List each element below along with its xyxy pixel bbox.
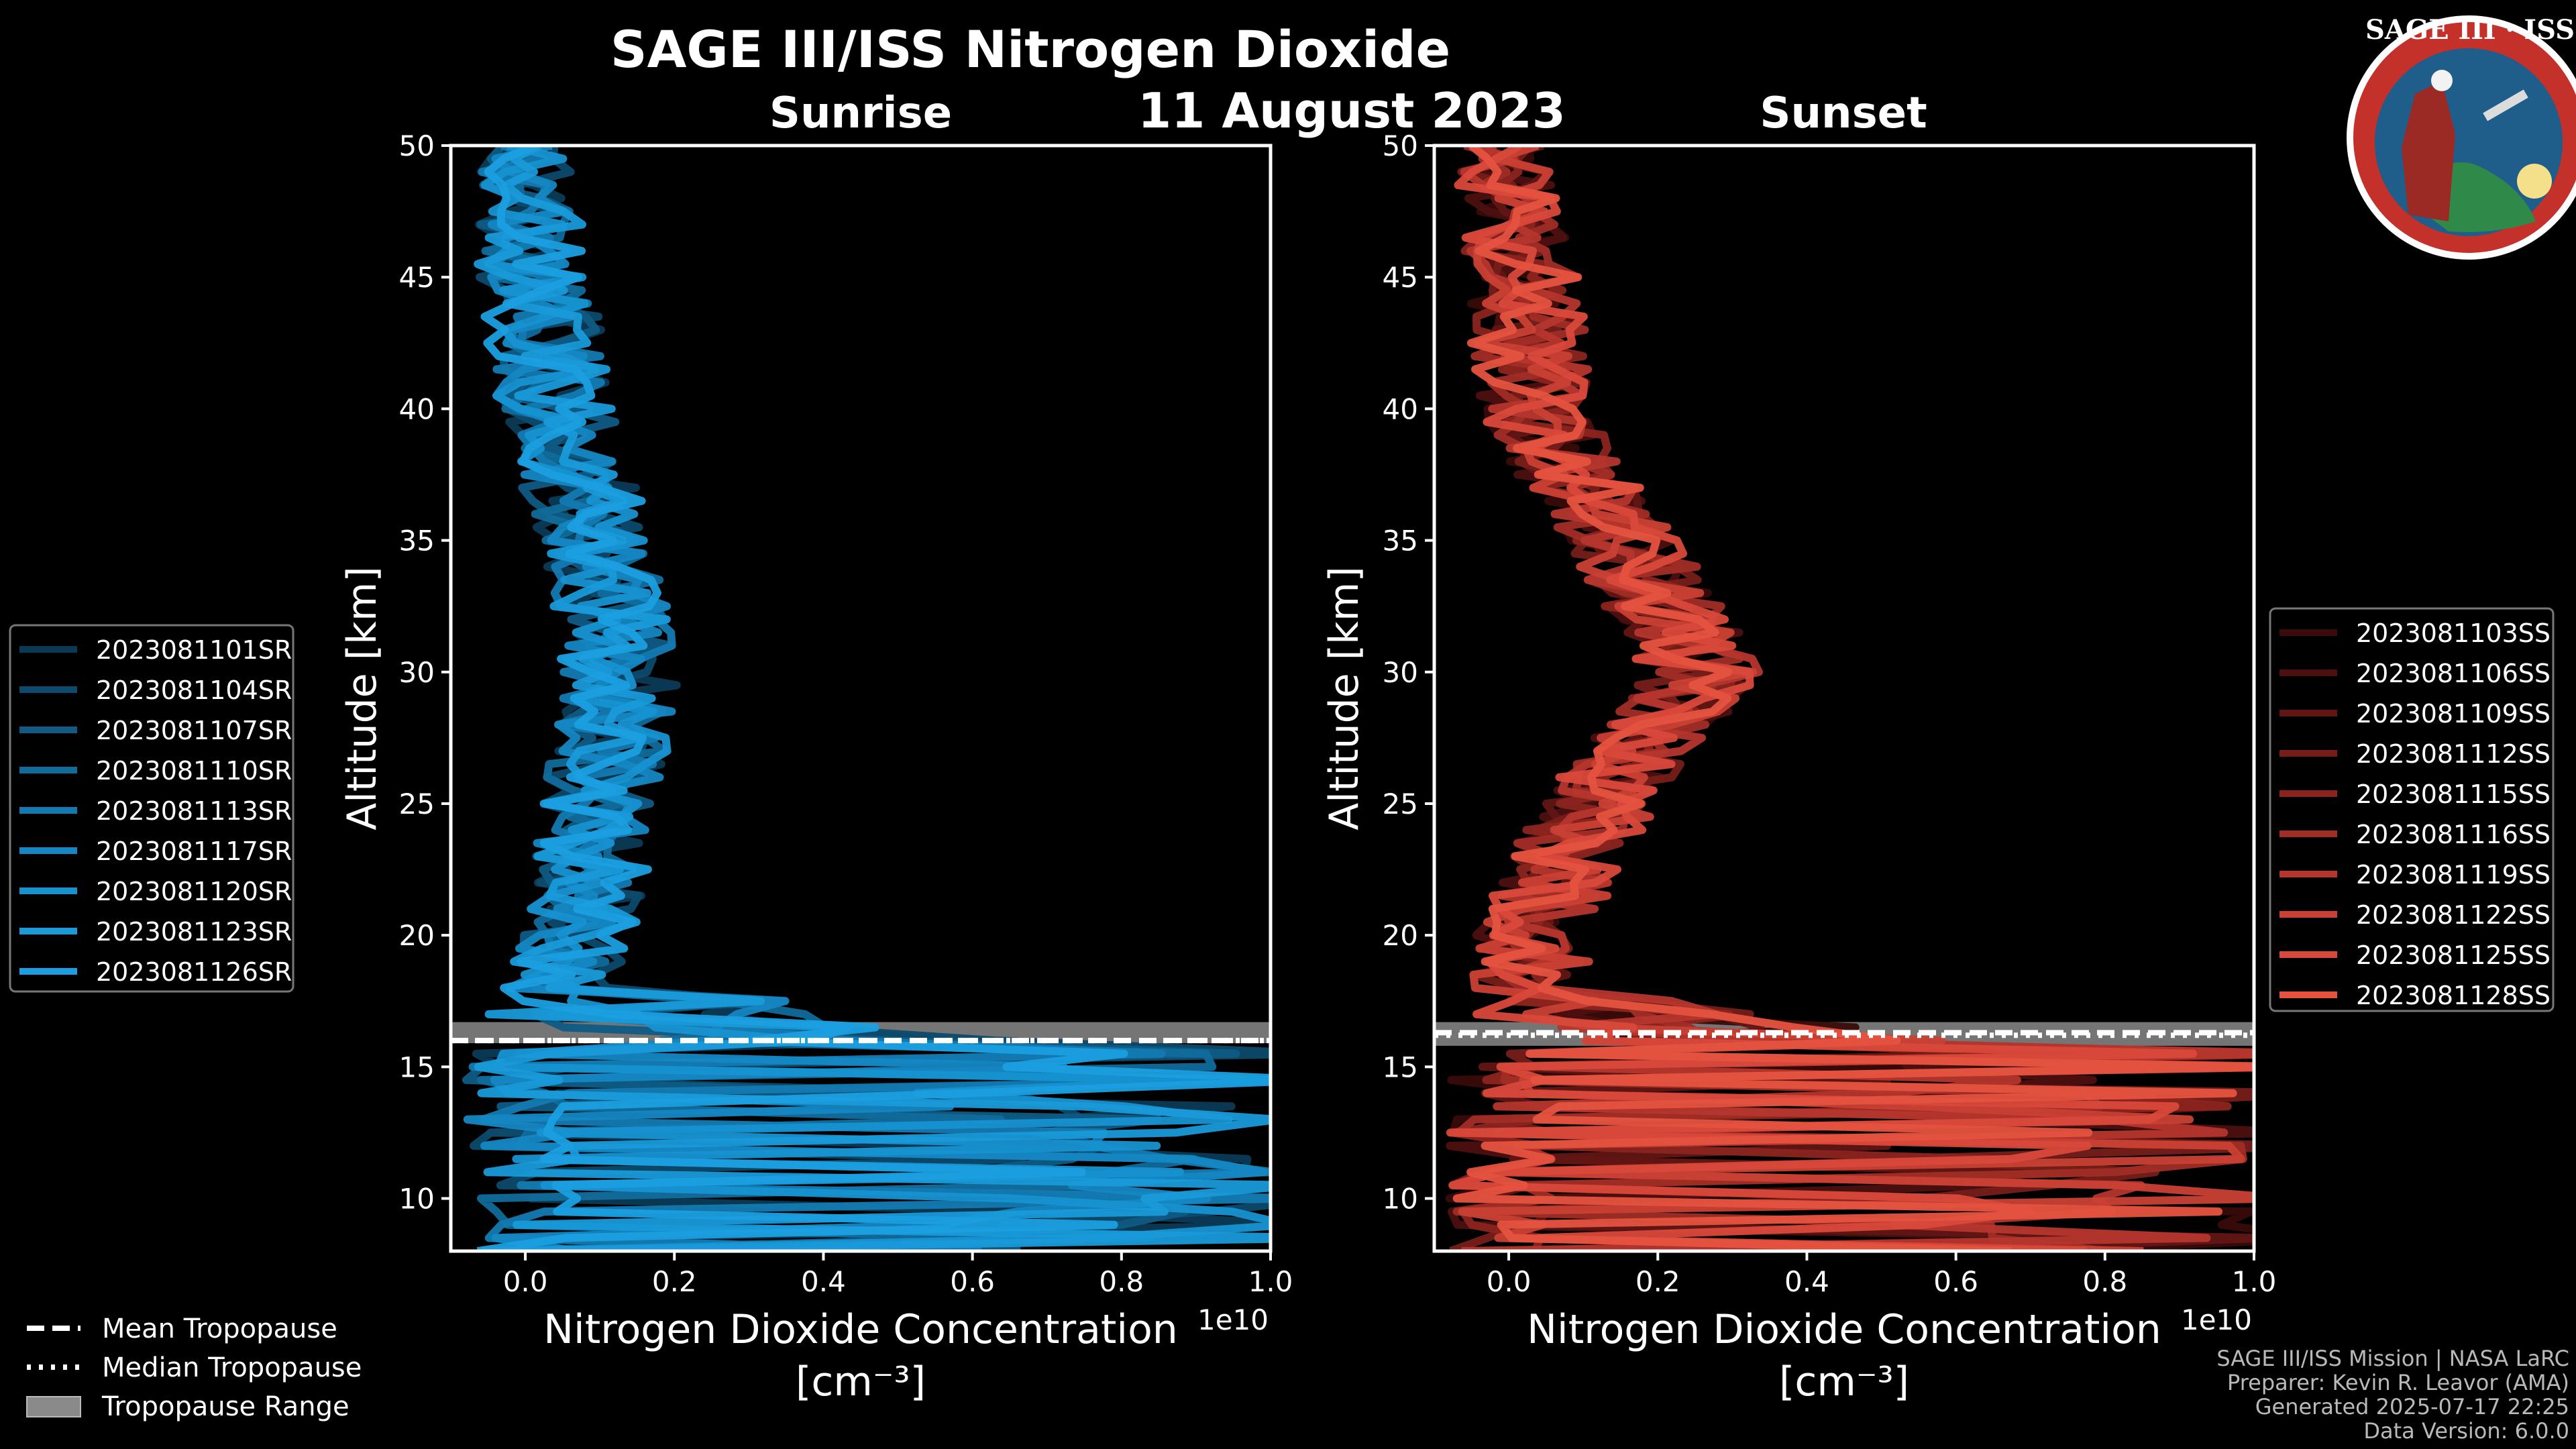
x-tick-label: 0.4 xyxy=(801,1265,846,1298)
footer-generated: Generated 2025-07-17 22:25 xyxy=(2255,1394,2569,1419)
logo-text: SAGE III · ISS xyxy=(2365,14,2575,46)
y-tick-label: 50 xyxy=(399,129,435,162)
legend-label: 2023081107SR xyxy=(96,716,292,745)
tropopause-range-swatch xyxy=(26,1396,81,1417)
footer: SAGE III/ISS Mission | NASA LaRC Prepare… xyxy=(2216,1346,2569,1444)
sunset-axes-frame xyxy=(1432,144,2256,1253)
figure-title: SAGE III/ISS Nitrogen Dioxide xyxy=(610,19,1450,79)
y-tick-label: 40 xyxy=(399,392,435,425)
logo-station-icon xyxy=(2483,89,2528,121)
legend-label: 2023081110SR xyxy=(96,756,292,786)
legend-label: 2023081128SS xyxy=(2356,981,2551,1010)
sunrise-panel-title: Sunrise xyxy=(769,89,952,138)
legend-label: 2023081116SS xyxy=(2356,820,2551,849)
sunrise-legend-box xyxy=(9,624,294,993)
profile-line-2023081122SS xyxy=(1458,146,2254,1251)
x-tick-label: 0.2 xyxy=(652,1265,697,1298)
x-tick-label: 1.0 xyxy=(2232,1265,2277,1298)
profile-line-2023081128SS xyxy=(1452,146,2254,1251)
profile-line-2023081126SR xyxy=(476,146,1271,1251)
x-tick-label: 0.0 xyxy=(503,1265,548,1298)
logo-figure-icon xyxy=(2402,80,2455,221)
profile-line-2023081125SS xyxy=(1446,146,2198,1251)
x-tick-label: 0.2 xyxy=(1635,1265,1680,1298)
sunset-panel: 10 15 20 25 30 35 40 45 50 0.0 0.2 0.4 0.6 0.8 1.0 1e… xyxy=(1321,129,2277,1405)
sunset-profiles xyxy=(1434,146,2254,1251)
x-tick-label: 0.6 xyxy=(950,1265,995,1298)
legend-label: 2023081123SR xyxy=(96,917,292,947)
figure-date: 11 August 2023 xyxy=(1138,83,1566,139)
y-tick-label: 40 xyxy=(1383,392,1418,425)
y-tick-label: 15 xyxy=(1383,1051,1418,1083)
legend-label: 2023081109SS xyxy=(2356,699,2551,729)
legend-label: 2023081126SR xyxy=(96,957,292,987)
sunset-x-unit: [cm⁻³] xyxy=(1779,1358,1909,1405)
sunset-legend: 2023081103SS 2023081106SS 2023081109SS 2023… xyxy=(2269,607,2555,1012)
y-tick-label: 25 xyxy=(399,788,435,820)
legend-label: 2023081112SS xyxy=(2356,739,2551,769)
legend-label: 2023081106SS xyxy=(2356,659,2551,688)
median-tropopause-label: Median Tropopause xyxy=(102,1352,362,1383)
legend-label: 2023081119SS xyxy=(2356,860,2551,890)
y-tick-label: 45 xyxy=(399,261,435,294)
legend-label: 2023081125SS xyxy=(2356,941,2551,970)
x-tick-label: 0.8 xyxy=(1099,1265,1144,1298)
y-tick-label: 30 xyxy=(399,656,435,689)
sunrise-panel: 10 15 20 25 30 35 40 45 50 0.0 0.2 0.4 0.6 0.8 1.0 1e… xyxy=(339,129,1293,1405)
sunset-x-label: Nitrogen Dioxide Concentration xyxy=(1527,1306,2161,1353)
legend-label: 2023081117SR xyxy=(96,837,292,866)
y-tick-label: 50 xyxy=(1383,129,1418,162)
footer-mission: SAGE III/ISS Mission | NASA LaRC xyxy=(2216,1346,2569,1371)
tropopause-legend: Mean Tropopause Median Tropopause Tropop… xyxy=(26,1313,362,1422)
sunset-y-label: Altitude [km] xyxy=(1321,566,1368,830)
tropopause-range-label: Tropopause Range xyxy=(101,1391,350,1422)
sunrise-axes-frame xyxy=(449,144,1273,1253)
footer-data-version: Data Version: 6.0.0 xyxy=(2363,1418,2569,1444)
y-tick-label: 45 xyxy=(1383,261,1418,294)
y-tick-label: 10 xyxy=(1383,1183,1418,1216)
y-tick-label: 15 xyxy=(399,1051,435,1083)
logo-sun-icon xyxy=(2517,164,2552,199)
legend-label: 2023081120SR xyxy=(96,877,292,906)
footer-preparer: Preparer: Kevin R. Leavor (AMA) xyxy=(2227,1370,2569,1395)
sunrise-x-unit: [cm⁻³] xyxy=(796,1358,926,1405)
sunset-x-scale-label: 1e10 xyxy=(2181,1303,2252,1336)
y-tick-label: 25 xyxy=(1383,788,1418,820)
legend-label: 2023081101SR xyxy=(96,635,292,665)
sunset-y-ticks: 10 15 20 25 30 35 40 45 50 xyxy=(1383,129,1434,1216)
sunrise-x-scale-label: 1e10 xyxy=(1197,1303,1269,1336)
x-tick-label: 0.8 xyxy=(2082,1265,2127,1298)
y-tick-label: 35 xyxy=(1383,525,1418,557)
legend-label: 2023081104SR xyxy=(96,676,292,705)
sunset-x-ticks: 0.0 0.2 0.4 0.6 0.8 1.0 xyxy=(1487,1251,2277,1298)
x-tick-label: 1.0 xyxy=(1248,1265,1293,1298)
sunrise-y-label: Altitude [km] xyxy=(339,566,386,830)
x-tick-label: 0.4 xyxy=(1784,1265,1829,1298)
sunset-legend-box xyxy=(2269,607,2555,1012)
y-tick-label: 30 xyxy=(1383,656,1418,689)
sunrise-y-ticks: 10 15 20 25 30 35 40 45 50 xyxy=(399,129,451,1216)
legend-label: 2023081122SS xyxy=(2356,900,2551,930)
x-tick-label: 0.6 xyxy=(1933,1265,1978,1298)
sunrise-x-ticks: 0.0 0.2 0.4 0.6 0.8 1.0 xyxy=(503,1251,1293,1298)
logo-moon-icon xyxy=(2431,70,2453,91)
sunset-panel-title: Sunset xyxy=(1760,89,1927,138)
sage-iii-iss-mission-logo: SAGE III · ISS xyxy=(2347,14,2576,260)
x-tick-label: 0.0 xyxy=(1487,1265,1532,1298)
sunrise-x-label: Nitrogen Dioxide Concentration xyxy=(543,1306,1178,1353)
y-tick-label: 35 xyxy=(399,525,435,557)
mean-tropopause-label: Mean Tropopause xyxy=(102,1313,337,1344)
sunrise-legend: 2023081101SR 2023081104SR 2023081107SR 2023… xyxy=(9,624,294,993)
legend-label: 2023081113SR xyxy=(96,796,292,826)
legend-label: 2023081103SS xyxy=(2356,619,2551,648)
y-tick-label: 20 xyxy=(399,919,435,952)
y-tick-label: 10 xyxy=(399,1183,435,1216)
legend-label: 2023081115SS xyxy=(2356,780,2551,809)
profile-line-2023081123SR xyxy=(474,146,1271,1251)
sunrise-profiles xyxy=(451,146,1271,1251)
y-tick-label: 20 xyxy=(1383,919,1418,952)
